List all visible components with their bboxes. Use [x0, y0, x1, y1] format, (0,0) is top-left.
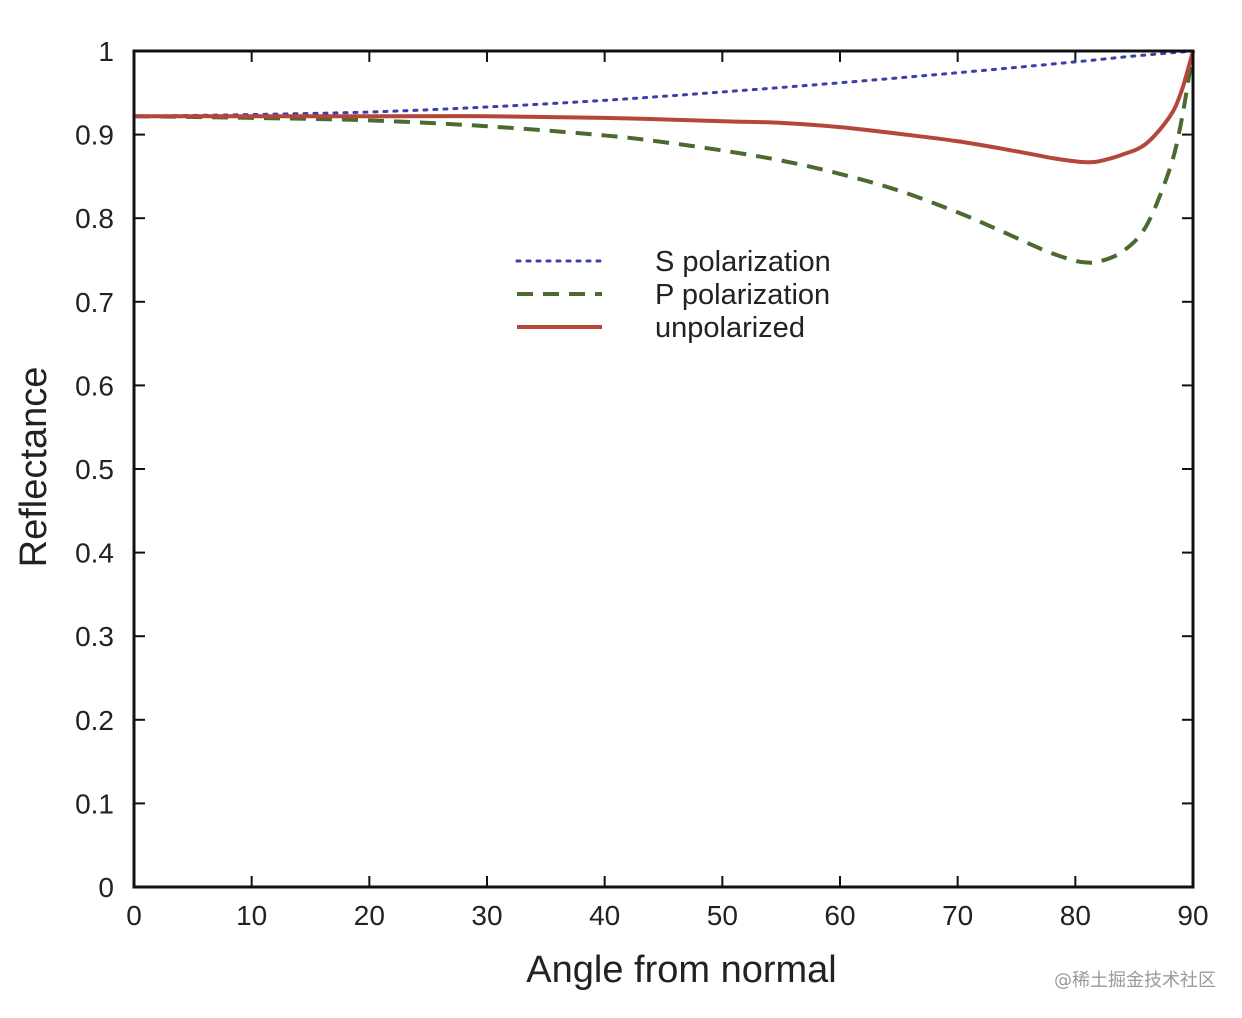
x-tick-label: 90 [1177, 900, 1208, 931]
y-tick-label: 0.7 [75, 287, 114, 318]
y-tick-label: 0.1 [75, 788, 114, 819]
x-tick-label: 40 [589, 900, 620, 931]
series-lines [132, 49, 1195, 265]
plot-frame [132, 49, 1195, 889]
y-tick-label: 0.6 [75, 370, 114, 401]
y-tick-label: 1 [98, 36, 114, 67]
legend-label: P polarization [655, 279, 830, 311]
y-tick-label: 0.9 [75, 120, 114, 151]
series-line-s-polarization [132, 49, 1195, 118]
y-tick-label: 0.5 [75, 454, 114, 485]
x-axis-title: Angle from normal [526, 949, 836, 991]
watermark: @稀土掘金技术社区 [1054, 970, 1216, 991]
series-line-unpolarized [134, 50, 1195, 165]
x-tick-label: 10 [236, 900, 267, 931]
axis-ticks: 0 10 20 30 40 50 60 70 80 90 0 0.1 0.2 0.3 0.4 0.5 0.6 0.… [75, 36, 1209, 931]
series-line-p-polarization [133, 50, 1195, 265]
x-tick-label: 0 [126, 900, 142, 931]
legend-label: S polarization [655, 246, 831, 278]
x-tick-label: 30 [471, 900, 502, 931]
y-tick-label: 0.8 [75, 203, 114, 234]
y-axis-title: Reflectance [13, 367, 55, 568]
y-tick-label: 0.3 [75, 621, 114, 652]
x-tick-label: 20 [354, 900, 385, 931]
legend-label: unpolarized [655, 312, 805, 344]
y-tick-label: 0.4 [75, 538, 114, 569]
x-tick-label: 60 [824, 900, 855, 931]
x-tick-label: 70 [942, 900, 973, 931]
x-tick-label: 80 [1060, 900, 1091, 931]
y-tick-label: 0.2 [75, 705, 114, 736]
y-tick-label: 0 [98, 872, 114, 903]
x-tick-label: 50 [707, 900, 738, 931]
